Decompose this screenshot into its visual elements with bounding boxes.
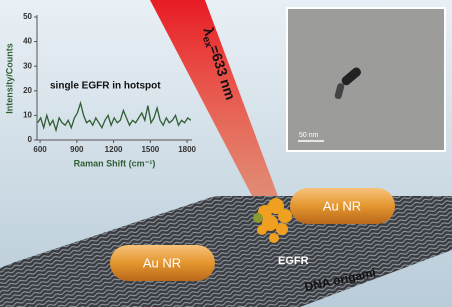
x-tick-label: 900 [70,145,84,154]
x-tick-label: 1200 [105,145,123,154]
scale-bar-label: 50 nm [299,132,319,139]
x-tick-label: 600 [33,145,47,154]
y-tick-label: 10 [23,111,32,120]
x-tick-label: 1800 [178,145,196,154]
protein-label: EGFR [278,255,309,267]
y-tick-label: 30 [23,61,32,70]
annotation: single EGFR in hotspot [50,81,161,92]
y-tick-label: 20 [23,86,32,95]
x-axis-label: Raman Shift (cm⁻¹) [74,158,156,168]
nanorod-label: Au NR [323,198,361,213]
nanorod-label: Au NR [143,255,181,270]
y-tick-label: 40 [23,37,32,46]
x-tick-label: 1500 [141,145,159,154]
figure: 50 nm λex=633 nm Au NR Au NR EGFR DNA or… [0,0,452,307]
tem-image [287,8,445,151]
y-axis-label: Intensity/Counts [4,43,14,114]
y-tick-label: 0 [28,135,33,144]
y-tick-label: 50 [23,12,32,21]
